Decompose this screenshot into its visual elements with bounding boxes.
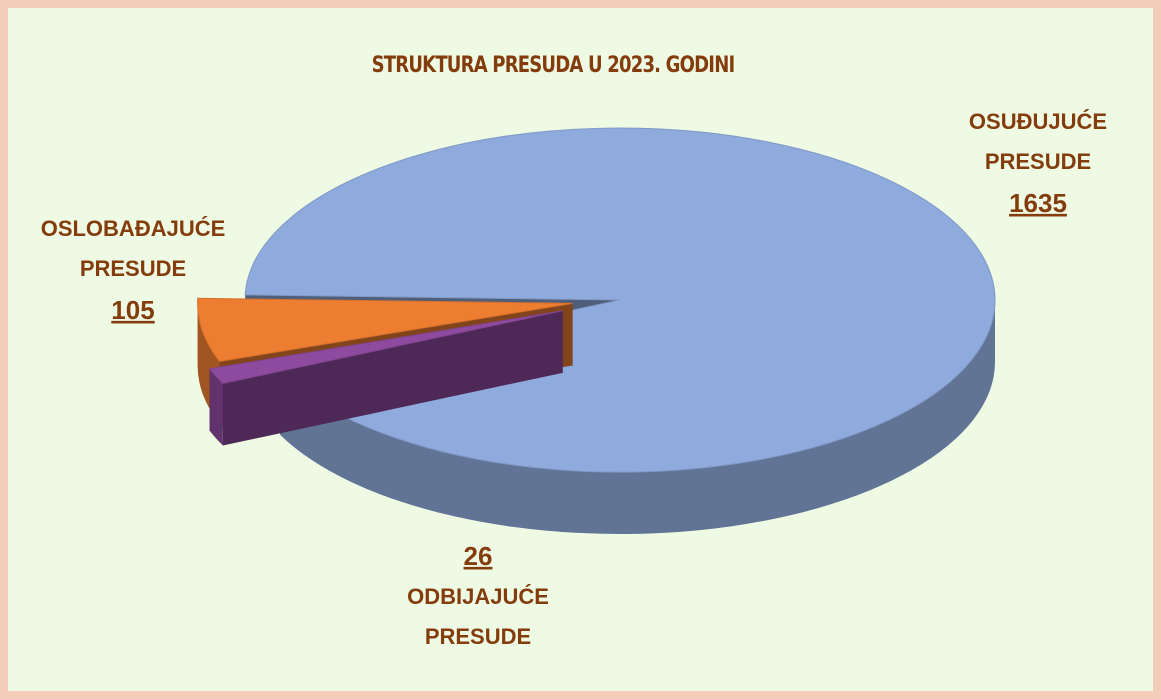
slice-label: OSUĐUJUĆE PRESUDE xyxy=(969,109,1107,174)
pie-slice xyxy=(208,310,563,385)
value-label: 105 xyxy=(111,295,154,325)
label-line: ODBIJAJUĆE xyxy=(407,584,549,609)
label-line: PRESUDE xyxy=(80,256,186,281)
slice-side xyxy=(209,368,223,446)
value-label: 26 xyxy=(464,541,493,571)
slice-side xyxy=(280,300,996,535)
slice-wall xyxy=(209,310,563,431)
value-label: 1635 xyxy=(1009,188,1067,218)
label-line: OSUĐUJUĆE xyxy=(969,109,1107,134)
pie-slice xyxy=(197,297,573,362)
label-line: OSLOBAĐAJUĆE xyxy=(41,216,226,241)
label-line: PRESUDE xyxy=(425,624,531,649)
chart-title: STRUKTURA PRESUDA U 2023. GODINI xyxy=(372,51,735,77)
slice-label: ODBIJAJUĆE PRESUDE xyxy=(407,584,549,649)
chart: STRUKTURA PRESUDA U 2023. GODINI OSUĐUJU… xyxy=(8,8,1153,691)
slice-label: OSLOBAĐAJUĆE PRESUDE xyxy=(41,216,226,281)
label-line: PRESUDE xyxy=(985,149,1091,174)
